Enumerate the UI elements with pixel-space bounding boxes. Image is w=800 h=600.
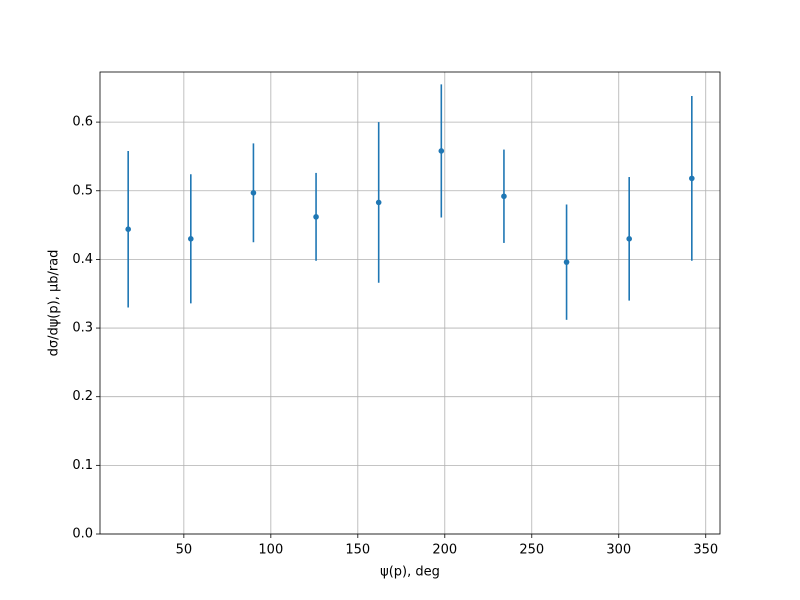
data-point xyxy=(438,148,445,154)
y-axis-label: dσ/dψ(p), μb/rad xyxy=(47,250,62,357)
x-tick-label: 50 xyxy=(176,543,193,558)
x-tick-label: 300 xyxy=(606,543,631,558)
y-tick-label: 0.0 xyxy=(72,527,93,542)
data-point xyxy=(313,214,319,220)
data-point xyxy=(689,175,695,182)
data-point xyxy=(626,236,632,242)
x-tick-label: 150 xyxy=(345,543,370,558)
y-tick-label: 0.4 xyxy=(72,252,93,267)
data-point xyxy=(125,226,131,233)
data-point xyxy=(501,193,507,200)
y-tick-label: 0.3 xyxy=(72,321,93,336)
y-tick-label: 0.5 xyxy=(72,183,93,198)
y-tick-label: 0.6 xyxy=(72,115,93,130)
y-tick-label: 0.2 xyxy=(72,389,93,404)
x-axis-label: ψ(p), deg xyxy=(380,565,440,580)
data-point xyxy=(563,259,570,265)
x-tick-label: 100 xyxy=(258,543,283,558)
y-tick-label: 0.1 xyxy=(72,458,93,473)
data-point xyxy=(375,199,382,206)
x-tick-label: 250 xyxy=(519,543,544,558)
data-point xyxy=(250,190,257,196)
data-point xyxy=(188,236,194,242)
x-tick-label: 350 xyxy=(693,543,718,558)
plot-frame xyxy=(99,71,721,535)
x-tick-label: 200 xyxy=(432,543,457,558)
